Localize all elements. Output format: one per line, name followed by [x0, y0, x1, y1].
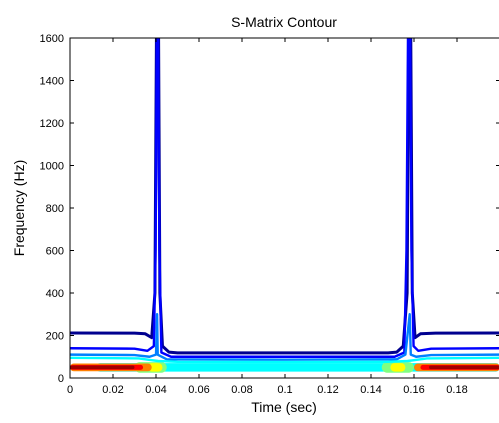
contour-fill-level-10-0 [70, 365, 135, 370]
x-axis-label: Time (sec) [251, 399, 317, 415]
contour-line-level-3-6 [70, 313, 499, 361]
plot-frame [69, 37, 499, 379]
y-tick-label-0: 0 [58, 373, 64, 385]
y-tick-label-2: 400 [46, 288, 64, 300]
x-tick-label-3: 0.06 [188, 384, 209, 396]
x-tick-label-6: 0.12 [317, 384, 338, 396]
contour-line-level-2-5 [408, 38, 499, 352]
x-tick-label-4: 0.08 [231, 384, 252, 396]
y-tick-label-6: 1200 [40, 118, 64, 130]
contour-line-level-2-4 [156, 38, 410, 358]
plot-area [70, 38, 499, 373]
y-tick-label-5: 1000 [40, 161, 64, 173]
y-tick-label-8: 1600 [40, 33, 64, 45]
y-tick-label-4: 800 [46, 203, 64, 215]
y-tick-label-1: 200 [46, 331, 64, 343]
x-tick-label-5: 0.1 [277, 384, 292, 396]
contour-line-level-1-1 [157, 38, 411, 355]
contour-fill-level-7-1 [390, 363, 406, 372]
chart-title: S-Matrix Contour [231, 14, 337, 30]
x-tick-label-0: 0 [67, 384, 73, 396]
contour-fill-level-10-1 [429, 365, 499, 370]
y-tick-label-7: 1400 [40, 76, 64, 88]
x-tick-label-8: 0.16 [403, 384, 424, 396]
contour-line-level-4-7 [70, 356, 499, 364]
contour-fill-level-7-0 [147, 363, 163, 372]
contour-line-level-1-0 [70, 38, 158, 340]
axes: 0 0.02 0.04 0.06 0.08 0.1 0.12 0.14 0.16 0.18 0 200… [40, 33, 499, 396]
contour-line-level-1-2 [409, 38, 499, 340]
x-tick-label-7: 0.14 [360, 384, 381, 396]
y-axis-label: Frequency (Hz) [11, 160, 27, 256]
contour-line-level-2-3 [70, 38, 159, 352]
x-tick-label-9: 0.18 [446, 384, 467, 396]
x-tick-label-1: 0.02 [102, 384, 123, 396]
y-tick-label-3: 600 [46, 246, 64, 258]
x-tick-label-2: 0.04 [145, 384, 166, 396]
